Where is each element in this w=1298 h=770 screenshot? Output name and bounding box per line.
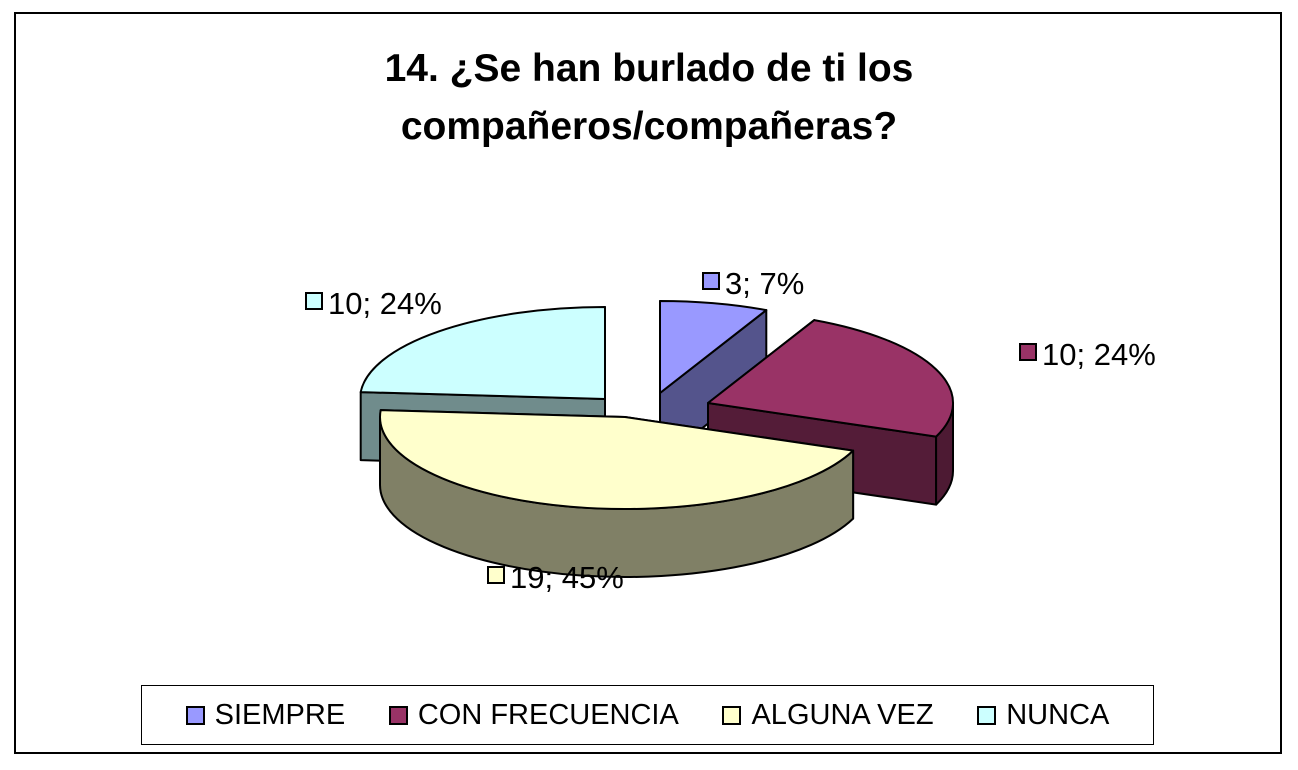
data-label-siempre: 3; 7% [702, 266, 804, 301]
pie-slice-siempre-top [659, 299, 768, 394]
legend-label-con-frecuencia: CON FRECUENCIA [417, 698, 679, 731]
data-label-con-frecuencia: 10; 24% [1019, 337, 1156, 372]
legend-swatch-alguna-vez [722, 705, 742, 725]
data-label-swatch-siempre [702, 272, 720, 290]
data-label-nunca: 10; 24% [305, 286, 442, 321]
legend-label-siempre: SIEMPRE [214, 698, 346, 731]
legend-swatch-nunca [977, 705, 997, 725]
data-label-text-nunca: 10; 24% [328, 286, 442, 321]
data-label-text-siempre: 3; 7% [725, 266, 804, 301]
chart-title-line-2: compañeros/compañeras? [400, 105, 898, 148]
legend-swatch-con-frecuencia [388, 705, 408, 725]
legend-item-alguna-vez: ALGUNA VEZ [722, 698, 934, 732]
legend-label-alguna-vez: ALGUNA VEZ [751, 698, 934, 731]
data-label-alguna-vez: 19; 45% [487, 560, 624, 595]
pie-slice-nunca-top [359, 306, 606, 400]
data-label-text-alguna-vez: 19; 45% [510, 560, 624, 595]
legend-swatch-siempre [185, 705, 205, 725]
data-label-swatch-con-frecuencia [1019, 343, 1037, 361]
data-label-swatch-alguna-vez [487, 566, 505, 584]
pie-slice-siempre [659, 299, 768, 462]
chart-title-line-1: 14. ¿Se han burlado de ti los [384, 47, 914, 90]
pie-slice-con-frecuencia-top [707, 319, 955, 438]
pie-slice-alguna-vez-top [379, 409, 855, 511]
legend-label-nunca: NUNCA [1006, 698, 1110, 731]
pie-slice-alguna-vez [379, 409, 855, 578]
legend-item-con-frecuencia: CON FRECUENCIA [388, 698, 679, 732]
legend: SIEMPRE CON FRECUENCIA ALGUNA VEZ NUNCA [141, 685, 1154, 745]
legend-item-nunca: NUNCA [977, 699, 1109, 732]
legend-item-siempre: SIEMPRE [185, 698, 346, 732]
data-label-swatch-nunca [305, 292, 323, 310]
chart-frame [14, 12, 1282, 754]
chart-title: 14. ¿Se han burlado de ti los compañeros… [0, 40, 1298, 156]
data-label-text-con-frecuencia: 10; 24% [1042, 337, 1156, 372]
